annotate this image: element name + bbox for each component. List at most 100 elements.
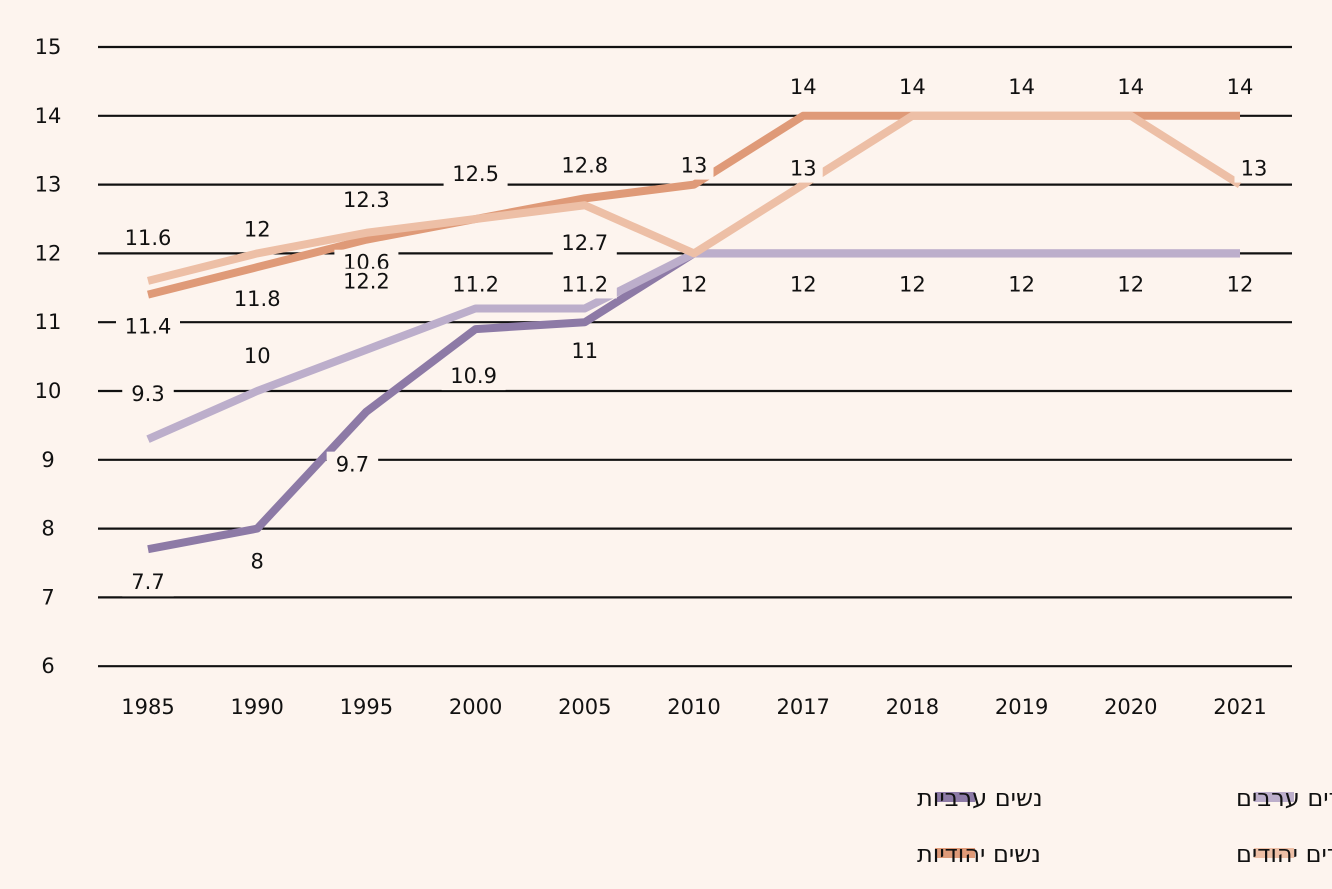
data-label-bg bbox=[565, 338, 605, 366]
data-label: 12 bbox=[1008, 272, 1035, 296]
data-label: 9.7 bbox=[336, 453, 369, 477]
legend-label: גברים יהודים bbox=[1236, 840, 1332, 868]
data-label: 9.3 bbox=[131, 382, 164, 406]
y-tick-label: 6 bbox=[41, 654, 54, 678]
data-label: 11.6 bbox=[125, 226, 172, 250]
data-label: 12 bbox=[790, 272, 817, 296]
data-label-bg bbox=[237, 343, 277, 370]
data-label: 11.2 bbox=[452, 272, 499, 296]
data-label-bg bbox=[237, 216, 277, 244]
y-tick-label: 15 bbox=[35, 35, 62, 59]
data-label: 11.2 bbox=[561, 272, 608, 296]
data-label: 12 bbox=[244, 217, 271, 241]
x-tick-label: 2020 bbox=[1104, 695, 1157, 719]
data-label-bg bbox=[225, 286, 290, 314]
data-label-bg bbox=[334, 186, 399, 214]
x-tick-label: 1995 bbox=[340, 695, 393, 719]
data-label: 7.7 bbox=[131, 570, 164, 594]
data-label-bg bbox=[334, 268, 399, 296]
data-label-bg bbox=[1002, 271, 1042, 299]
data-label: 11 bbox=[571, 339, 598, 363]
data-label: 12 bbox=[899, 272, 926, 296]
data-label-bg bbox=[783, 155, 823, 183]
series-line-2 bbox=[147, 111, 1240, 299]
data-label-bg bbox=[1234, 155, 1274, 183]
data-label: 10 bbox=[244, 344, 271, 368]
data-label: 12 bbox=[1117, 272, 1144, 296]
y-tick-label: 8 bbox=[41, 517, 54, 541]
x-tick-label: 2017 bbox=[776, 695, 829, 719]
y-tick-label: 12 bbox=[35, 241, 62, 265]
data-label-bg bbox=[892, 73, 932, 101]
data-label-bg bbox=[674, 152, 714, 180]
legend-swatch bbox=[1254, 848, 1294, 858]
x-tick-label: 2005 bbox=[558, 695, 611, 719]
x-axis-tick-labels: 1985 1990 1995 2000 2005 2010 2017 2018 2019 2020… bbox=[121, 695, 1266, 719]
x-tick-label: 2021 bbox=[1213, 695, 1266, 719]
x-tick-label: 1990 bbox=[230, 695, 283, 719]
data-label-bg bbox=[1002, 73, 1042, 101]
y-tick-label: 10 bbox=[35, 379, 62, 403]
x-tick-label: 2010 bbox=[667, 695, 720, 719]
data-label: 10.9 bbox=[450, 364, 497, 388]
data-label: 14 bbox=[1008, 75, 1035, 99]
legend-swatch bbox=[935, 848, 975, 858]
data-label-bg bbox=[552, 271, 617, 299]
legend: גברים ערבים נשים ערביות גברים יהודים נשים י… bbox=[917, 784, 1332, 868]
y-tick-label: 9 bbox=[41, 448, 54, 472]
data-label-bg bbox=[243, 548, 271, 576]
data-label-bg bbox=[1111, 271, 1151, 299]
data-label-bg bbox=[441, 363, 506, 391]
data-label-bg bbox=[552, 230, 617, 258]
data-label-bg bbox=[122, 381, 174, 409]
x-tick-label: 2000 bbox=[449, 695, 502, 719]
data-label-bg bbox=[443, 161, 508, 188]
data-label: 13 bbox=[1241, 157, 1268, 181]
legend-swatch bbox=[935, 792, 975, 802]
gridlines bbox=[98, 45, 1292, 668]
data-label: 14 bbox=[899, 75, 926, 99]
data-label: 8 bbox=[251, 550, 264, 574]
data-label-bg bbox=[783, 73, 823, 101]
data-label: 12 bbox=[681, 272, 708, 296]
data-label: 14 bbox=[790, 75, 817, 99]
data-label: 12.3 bbox=[343, 188, 390, 212]
x-tick-label: 2018 bbox=[886, 695, 939, 719]
data-label-bg bbox=[116, 313, 180, 341]
data-label: 12 bbox=[1227, 272, 1254, 296]
data-label-bg bbox=[674, 271, 714, 299]
y-tick-label: 7 bbox=[41, 585, 54, 609]
data-label-bg bbox=[122, 569, 174, 597]
legend-swatch bbox=[1254, 792, 1294, 802]
legend-label: גברים ערבים bbox=[1236, 784, 1332, 812]
y-tick-label: 13 bbox=[35, 173, 62, 197]
data-label: 14 bbox=[1227, 75, 1254, 99]
data-label: 11.8 bbox=[234, 287, 281, 311]
series-line-3 bbox=[147, 111, 1243, 285]
data-label: 13 bbox=[681, 154, 708, 178]
x-tick-label: 2019 bbox=[995, 695, 1048, 719]
data-label: 11.4 bbox=[125, 315, 172, 339]
data-label: 12.2 bbox=[343, 270, 390, 294]
data-label-bg bbox=[116, 224, 180, 252]
data-label: 13 bbox=[790, 157, 817, 181]
data-label: 14 bbox=[1117, 75, 1144, 99]
data-label-bg bbox=[552, 152, 617, 180]
legend-label: נשים ערביות bbox=[917, 784, 1043, 812]
y-tick-label: 14 bbox=[35, 104, 62, 128]
data-label-bg bbox=[783, 271, 823, 299]
data-label-bg bbox=[892, 271, 932, 299]
data-label: 12.7 bbox=[561, 231, 608, 255]
y-axis-tick-labels: 6 7 8 9 10 11 12 13 14 15 bbox=[35, 35, 62, 678]
x-tick-label: 1985 bbox=[121, 695, 174, 719]
data-label-bg bbox=[326, 451, 379, 479]
data-label: 12.5 bbox=[452, 162, 499, 186]
data-label-bg bbox=[1111, 73, 1151, 101]
data-label: 12.8 bbox=[561, 153, 608, 177]
data-label-bg bbox=[1220, 271, 1260, 299]
legend-label: נשים יהודיות bbox=[917, 840, 1041, 868]
series-lines bbox=[146, 111, 1243, 554]
data-label-bg bbox=[443, 271, 508, 299]
